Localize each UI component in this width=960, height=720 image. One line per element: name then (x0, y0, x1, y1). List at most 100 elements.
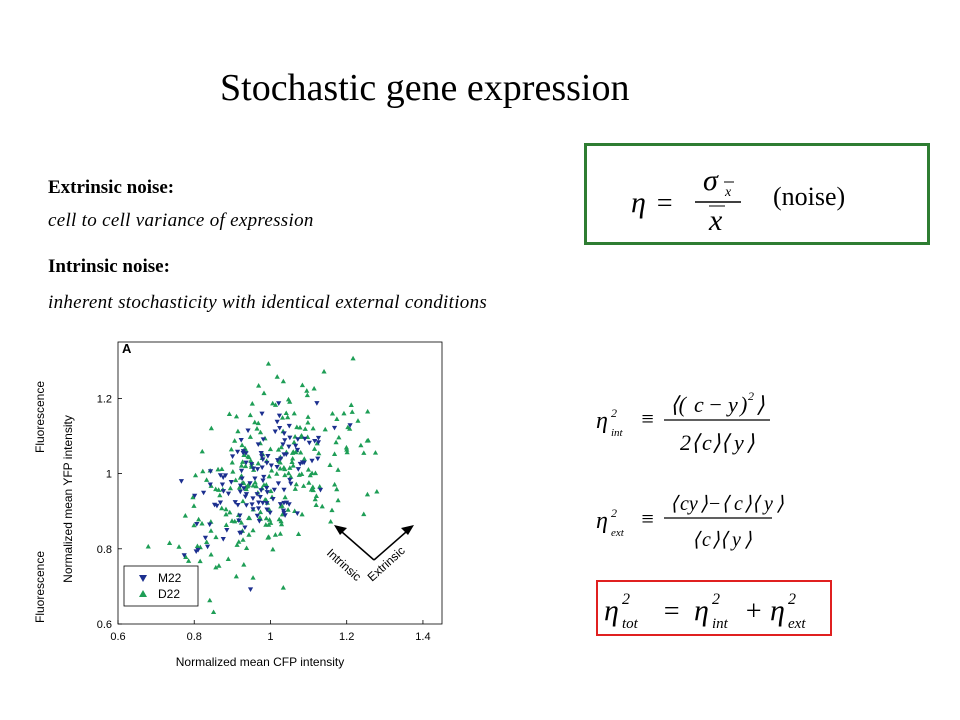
point-d22 (250, 575, 256, 580)
svg-text:2: 2 (788, 591, 796, 608)
total-noise-equation: η 2 tot = η 2 int + η 2 ext (604, 591, 806, 632)
point-m22 (220, 489, 227, 494)
svg-text:y: y (730, 529, 741, 551)
point-d22 (230, 469, 236, 474)
point-d22 (372, 450, 379, 455)
point-d22 (245, 483, 251, 489)
svg-text:2: 2 (622, 591, 630, 608)
point-d22 (365, 437, 371, 443)
point-m22 (278, 456, 284, 462)
point-d22 (210, 609, 217, 615)
point-d22 (278, 444, 284, 450)
point-d22 (282, 472, 288, 478)
point-d22 (223, 506, 229, 512)
point-d22 (277, 465, 283, 471)
point-m22 (280, 442, 286, 448)
point-d22 (329, 410, 336, 416)
point-d22 (344, 449, 350, 455)
point-d22 (310, 484, 316, 489)
point-d22 (282, 494, 288, 500)
point-m22 (299, 460, 306, 465)
point-m22 (254, 467, 261, 472)
point-m22 (283, 452, 289, 458)
point-m22 (264, 460, 270, 466)
point-d22 (216, 563, 222, 568)
point-d22 (219, 466, 225, 472)
point-m22 (277, 502, 284, 507)
svg-text:⟨: ⟨ (670, 493, 680, 515)
point-d22 (223, 522, 229, 527)
point-d22 (327, 462, 333, 467)
point-m22 (255, 442, 261, 447)
point-d22 (261, 482, 267, 487)
svg-text:y: y (732, 430, 744, 455)
svg-text:cy: cy (680, 493, 698, 515)
svg-text:η: η (596, 508, 608, 534)
point-m22 (250, 496, 256, 501)
point-m22 (202, 535, 209, 541)
point-d22 (213, 534, 219, 540)
point-d22 (287, 465, 293, 470)
point-m22 (242, 494, 249, 500)
point-d22 (305, 466, 312, 472)
point-d22 (252, 479, 258, 485)
point-d22 (374, 488, 380, 494)
point-d22 (241, 452, 247, 458)
point-d22 (350, 355, 356, 361)
svg-text:η: η (604, 594, 619, 627)
point-d22 (364, 491, 371, 497)
y-tick-label: 0.6 (97, 619, 112, 631)
point-m22 (225, 491, 232, 497)
point-d22 (295, 531, 302, 537)
point-d22 (219, 505, 225, 511)
point-m22 (287, 477, 293, 483)
point-d22 (190, 494, 196, 500)
extrinsic-heading: Extrinsic noise: (48, 177, 175, 198)
point-d22 (290, 462, 296, 468)
point-d22 (316, 450, 322, 456)
point-m22 (229, 454, 236, 459)
point-m22 (276, 401, 282, 406)
point-d22 (238, 463, 245, 468)
point-d22 (265, 535, 271, 540)
point-m22 (220, 475, 226, 480)
point-d22 (268, 520, 274, 525)
point-m22 (314, 401, 320, 406)
point-m22 (234, 449, 241, 455)
x-tick-label: 0.6 (110, 631, 125, 643)
point-d22 (276, 458, 282, 464)
point-m22 (309, 458, 315, 464)
point-d22 (182, 512, 188, 518)
point-d22 (322, 426, 328, 432)
point-m22 (240, 450, 246, 456)
svg-text:⟨(: ⟨( (670, 392, 688, 417)
point-d22 (272, 532, 279, 537)
point-m22 (275, 481, 281, 486)
svg-text:2: 2 (748, 389, 754, 403)
svg-text:+: + (744, 596, 763, 627)
x-tick-label: 1.4 (415, 631, 430, 643)
point-d22 (267, 446, 274, 452)
point-m22 (256, 500, 262, 506)
point-d22 (301, 456, 307, 461)
point-d22 (348, 402, 354, 408)
point-d22 (204, 477, 210, 482)
outer-ylabel-top: Fluorescence (33, 381, 47, 453)
point-m22 (254, 513, 260, 519)
point-d22 (254, 426, 260, 431)
point-d22 (145, 543, 151, 549)
point-d22 (176, 544, 182, 549)
point-d22 (365, 408, 371, 414)
point-m22 (207, 469, 214, 474)
point-d22 (293, 481, 299, 487)
point-m22 (200, 490, 207, 496)
point-d22 (204, 539, 210, 544)
point-d22 (246, 454, 252, 460)
point-m22 (243, 460, 249, 466)
svg-text:⟨: ⟨ (692, 529, 702, 551)
noise-arrows: Intrinsic Extrinsic (324, 525, 414, 584)
point-m22 (260, 457, 266, 462)
point-d22 (289, 459, 295, 464)
point-d22 (299, 471, 305, 476)
point-m22 (267, 510, 273, 516)
